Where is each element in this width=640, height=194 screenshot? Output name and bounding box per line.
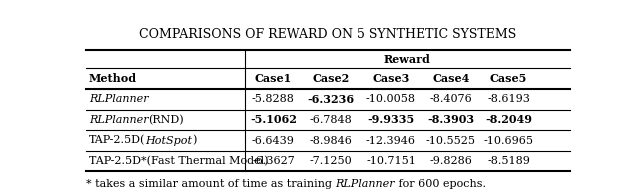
Text: -6.7848: -6.7848 bbox=[310, 115, 353, 125]
Text: -8.5189: -8.5189 bbox=[487, 156, 530, 166]
Text: -8.3903: -8.3903 bbox=[428, 114, 475, 126]
Text: -6.6439: -6.6439 bbox=[252, 136, 295, 146]
Text: -5.8288: -5.8288 bbox=[252, 94, 295, 104]
Text: -8.6193: -8.6193 bbox=[487, 94, 530, 104]
Text: * takes a similar amount of time as training: * takes a similar amount of time as trai… bbox=[86, 179, 335, 189]
Text: ): ) bbox=[192, 135, 196, 146]
Text: Reward: Reward bbox=[384, 54, 431, 65]
Text: -6.3627: -6.3627 bbox=[252, 156, 295, 166]
Text: -6.3236: -6.3236 bbox=[307, 94, 355, 105]
Text: (RND): (RND) bbox=[148, 115, 184, 125]
Text: -12.3946: -12.3946 bbox=[366, 136, 416, 146]
Text: Method: Method bbox=[89, 73, 137, 84]
Text: COMPARISONS OF REWARD ON 5 SYNTHETIC SYSTEMS: COMPARISONS OF REWARD ON 5 SYNTHETIC SYS… bbox=[140, 28, 516, 41]
Text: -8.4076: -8.4076 bbox=[429, 94, 472, 104]
Text: -8.9846: -8.9846 bbox=[310, 136, 353, 146]
Text: -10.5525: -10.5525 bbox=[426, 136, 476, 146]
Text: TAP-2.5D(: TAP-2.5D( bbox=[89, 135, 145, 146]
Text: RLPlanner: RLPlanner bbox=[89, 94, 148, 104]
Text: -10.7151: -10.7151 bbox=[366, 156, 416, 166]
Text: Case5: Case5 bbox=[490, 73, 527, 84]
Text: Case3: Case3 bbox=[372, 73, 410, 84]
Text: TAP-2.5D*(Fast Thermal Model): TAP-2.5D*(Fast Thermal Model) bbox=[89, 156, 268, 166]
Text: -7.1250: -7.1250 bbox=[310, 156, 353, 166]
Text: RLPlanner: RLPlanner bbox=[335, 179, 395, 189]
Text: -5.1062: -5.1062 bbox=[250, 114, 297, 126]
Text: -8.2049: -8.2049 bbox=[485, 114, 532, 126]
Text: RLPlanner: RLPlanner bbox=[89, 115, 148, 125]
Text: -10.0058: -10.0058 bbox=[366, 94, 416, 104]
Text: for 600 epochs.: for 600 epochs. bbox=[395, 179, 486, 189]
Text: HotSpot: HotSpot bbox=[145, 136, 192, 146]
Text: Case4: Case4 bbox=[433, 73, 470, 84]
Text: -9.9335: -9.9335 bbox=[367, 114, 415, 126]
Text: Case2: Case2 bbox=[312, 73, 349, 84]
Text: -10.6965: -10.6965 bbox=[484, 136, 534, 146]
Text: -9.8286: -9.8286 bbox=[429, 156, 472, 166]
Text: Case1: Case1 bbox=[255, 73, 292, 84]
